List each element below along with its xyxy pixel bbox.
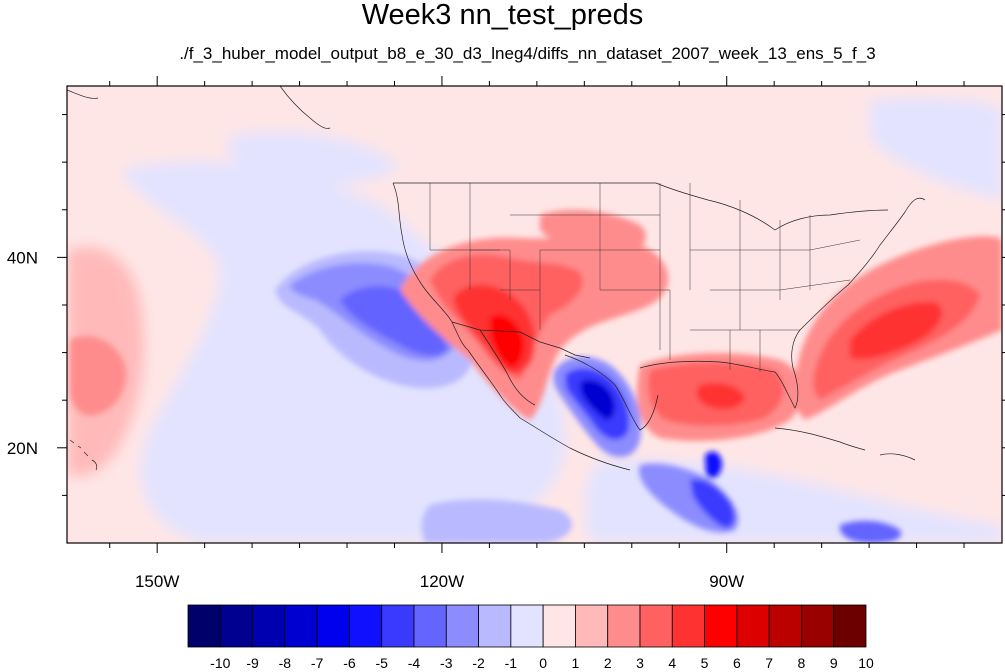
colorbar-swatch [542, 604, 576, 648]
hispaniola-outline [879, 453, 916, 461]
lon-tick-label: 120W [420, 572, 464, 591]
colorbar-swatch [219, 604, 253, 648]
coastline-gulf [564, 354, 776, 431]
colorbar-label: -4 [408, 655, 421, 671]
colorbar-swatch [833, 604, 867, 648]
colorbar-swatch [575, 604, 609, 648]
map-frame [66, 85, 1003, 544]
colorbar-swatch [736, 604, 770, 648]
colorbar-label: 5 [701, 655, 709, 671]
colorbar-swatch [671, 604, 705, 648]
colorbar-swatch [478, 604, 512, 648]
weak-negative-north-pacific [227, 131, 400, 185]
colorbar-label: 2 [604, 655, 612, 671]
colorbar-swatch [445, 604, 479, 648]
colorbar-label: 3 [636, 655, 644, 671]
state-lines-west [429, 183, 601, 330]
map-panel [67, 86, 1002, 543]
colorbar-swatch [768, 604, 802, 648]
colorbar-label: -6 [343, 655, 356, 671]
state-boundaries [429, 183, 861, 372]
colorbar-swatch [639, 604, 673, 648]
canada-border [393, 182, 889, 231]
central-america-minus5 [690, 479, 735, 528]
colorbar-label: -8 [279, 655, 292, 671]
coastline-east [799, 197, 926, 331]
lat-tick-label: 40N [7, 248, 38, 267]
baja-coast [467, 329, 536, 419]
mexico-border [451, 321, 591, 359]
colorbar-swatch [316, 604, 350, 648]
colorbar-label: -9 [246, 655, 259, 671]
plains-plus2 [540, 209, 646, 255]
colorbar-label: 10 [858, 655, 874, 671]
alaska-coast [67, 86, 331, 129]
colorbar-label: 4 [668, 655, 676, 671]
map-boundaries [67, 86, 926, 471]
colorbar-swatch [252, 604, 286, 648]
colorbar-label: 8 [798, 655, 806, 671]
lon-tick-label: 150W [135, 572, 179, 591]
colorbar-swatch [704, 604, 738, 648]
pacific-coast-minus2 [421, 499, 572, 543]
anomaly-field-mid [70, 209, 1002, 543]
caribbean-minus4 [839, 520, 901, 543]
plot-subtitle: ./f_3_huber_model_output_b8_e_30_d3_lneg… [179, 44, 876, 63]
coastline-na-west [392, 182, 469, 351]
colorbar-swatch [349, 604, 383, 648]
colorbar-label: 1 [572, 655, 580, 671]
colorbar-swatch [284, 604, 318, 648]
colorbar-label: -7 [311, 655, 324, 671]
colorbar-swatch [801, 604, 835, 648]
state-lines-east [729, 215, 861, 372]
lat-tick-label: 20N [7, 439, 38, 458]
colorbar-label: 7 [765, 655, 773, 671]
mexico-minus7 [580, 379, 615, 420]
island-coastlines [69, 427, 916, 471]
hawaii-plus2 [70, 336, 126, 416]
pacific-minus4 [340, 286, 448, 356]
weak-negative-atlantic [870, 98, 1002, 200]
lon-tick-label: 90W [709, 572, 744, 591]
colorbar-swatch [187, 604, 221, 648]
colorbar-swatch [381, 604, 415, 648]
plot-title: Week3 nn_test_preds [361, 0, 644, 31]
gulf-plus4 [696, 383, 745, 410]
colorbar-swatch [607, 604, 641, 648]
cuba-outline [774, 427, 866, 451]
colorbar: -10 -9 -8 -7 -6 -5 -4 -3 -2 -1 0 1 2 3 4 5 6 7 8 9 10 [187, 604, 874, 671]
colorbar-label: -1 [505, 655, 518, 671]
honduras-minus6 [705, 451, 722, 479]
colorbar-label: -2 [472, 655, 485, 671]
colorbar-label: -10 [210, 655, 230, 671]
colorbar-label: 9 [830, 655, 838, 671]
coastline-mexico-west [519, 417, 631, 471]
atlantic-plus4 [850, 301, 943, 360]
colorbar-swatch [413, 604, 447, 648]
hawaii-islands [69, 439, 98, 471]
coastline-florida [774, 329, 801, 409]
us-southwest-plus6 [490, 314, 524, 368]
colorbar-swatch [510, 604, 544, 648]
colorbar-label: 6 [733, 655, 741, 671]
colorbar-label: -5 [375, 655, 388, 671]
colorbar-label: 0 [539, 655, 547, 671]
colorbar-label: -3 [440, 655, 453, 671]
